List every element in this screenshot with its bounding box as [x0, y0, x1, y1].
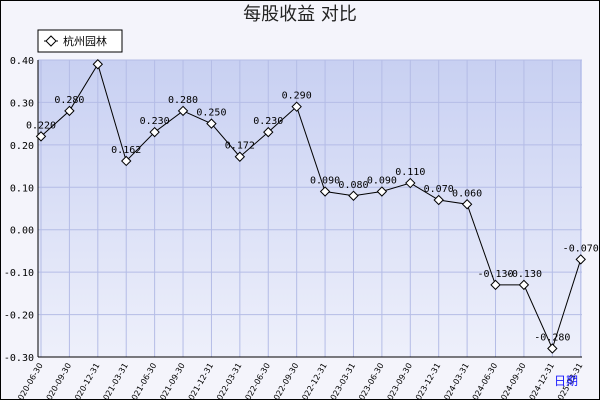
data-point-marker	[149, 126, 160, 138]
data-label: 0.250	[196, 108, 226, 119]
series-line	[35, 59, 586, 354]
data-point-marker	[206, 118, 217, 129]
data-point-marker	[319, 186, 331, 197]
data-point-marker	[35, 131, 47, 142]
x-tick-label: 2021-03-31	[99, 362, 130, 400]
x-tick-label: 2021-06-30	[127, 362, 158, 400]
data-labels: 0.220 0.280 0.162 0.230 0.280 0.250 0.172 0.230…	[26, 91, 599, 344]
x-tick-label: 2022-09-30	[269, 362, 300, 400]
x-tick-label: 2023-03-31	[326, 362, 357, 400]
data-point-marker	[433, 194, 444, 206]
data-label: 0.230	[140, 116, 170, 127]
data-label: 0.280	[168, 95, 198, 106]
legend-marker-diamond	[45, 35, 57, 47]
x-tick-label: 2021-09-30	[156, 362, 187, 400]
data-point-marker	[490, 279, 501, 291]
x-tick-label: 2020-12-31	[71, 362, 102, 400]
data-label: 0.280	[54, 95, 84, 106]
series-polyline	[40, 63, 582, 350]
data-label: 0.230	[253, 116, 283, 127]
y-tick-label: 0.20	[10, 141, 34, 152]
x-tick-label: 2024-12-31	[525, 362, 556, 400]
x-tick-label: 2022-12-31	[298, 362, 329, 400]
legend-box	[37, 29, 123, 53]
y-tick-label: 0.40	[10, 56, 34, 67]
data-label: 0.060	[452, 188, 482, 199]
x-tick-label: 2023-09-30	[383, 362, 414, 400]
y-tick-label: 0.10	[10, 183, 34, 194]
x-tick-label: 2024-03-31	[440, 361, 471, 400]
x-tick-label: 2024-06-30	[468, 362, 499, 400]
data-point-marker	[291, 101, 302, 112]
x-tick-label: 2022-06-30	[241, 362, 272, 400]
x-tick-label: 2022-03-31	[213, 362, 244, 400]
data-label: 0.070	[424, 184, 454, 195]
chart-title: 每股收益 对比	[243, 4, 357, 25]
x-tick-label: 2023-06-30	[355, 362, 386, 400]
y-tick-label: 0.00	[10, 226, 34, 237]
x-tick-label: 2021-12-31	[184, 362, 215, 400]
data-label: 0.290	[282, 91, 312, 102]
data-label: -0.130	[477, 269, 513, 280]
data-point-marker	[64, 105, 75, 117]
data-point-marker	[177, 105, 189, 117]
legend: 杭州园林	[37, 29, 123, 53]
data-point-marker	[547, 343, 558, 354]
data-label: 0.172	[225, 141, 255, 152]
y-tick-label: -0.20	[4, 311, 34, 322]
data-label: 0.090	[310, 176, 340, 187]
x-tick-label: 2020-09-30	[42, 362, 73, 400]
plot-area	[38, 60, 582, 357]
data-label: 0.162	[111, 145, 141, 156]
y-tick-label: 0.30	[10, 98, 34, 109]
x-tick-label: 2023-12-31	[411, 362, 442, 400]
x-axis-label: 日期	[554, 374, 578, 388]
data-label: 0.110	[395, 167, 425, 178]
data-label: -0.130	[506, 269, 542, 280]
data-point-marker	[376, 186, 388, 197]
data-label: 0.090	[367, 176, 397, 187]
data-point-marker	[263, 126, 274, 138]
legend-series-name: 杭州园林	[63, 34, 107, 48]
data-point-marker	[348, 190, 359, 201]
y-tick-label: -0.10	[4, 268, 34, 279]
data-label: 0.080	[338, 180, 368, 191]
data-point-marker	[405, 177, 416, 189]
x-tick-label: 2024-09-30	[497, 362, 528, 400]
data-point-marker	[518, 279, 530, 291]
data-label: -0.070	[563, 243, 599, 254]
x-tick-label: 2020-06-30	[14, 362, 45, 400]
data-point-marker	[461, 199, 473, 210]
data-point-marker	[92, 59, 104, 70]
data-label: 0.220	[26, 120, 56, 131]
data-point-marker	[121, 155, 132, 167]
data-point-marker	[575, 254, 586, 265]
data-label: -0.280	[534, 333, 570, 344]
y-tick-label: -0.30	[4, 353, 34, 364]
data-point-marker	[234, 151, 246, 162]
